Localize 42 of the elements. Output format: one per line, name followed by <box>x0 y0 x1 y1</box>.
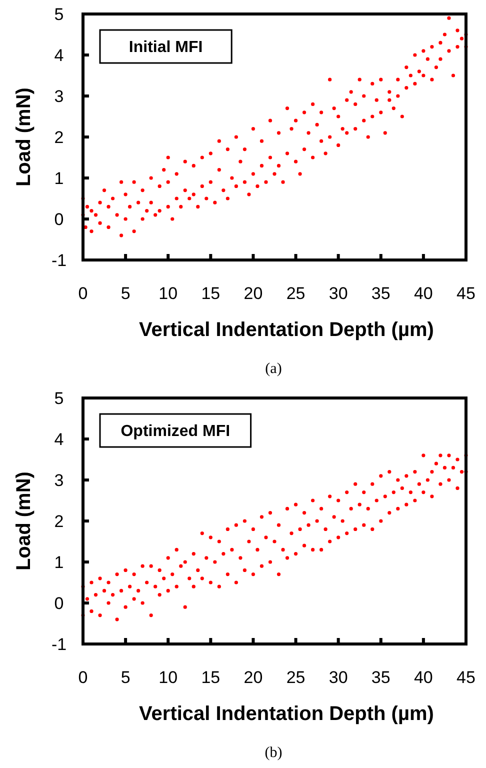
x-tick-label: 25 <box>286 668 306 687</box>
x-tick-label: 25 <box>286 284 306 303</box>
y-tick-label: 5 <box>54 4 64 24</box>
x-tick-label: 35 <box>371 668 390 687</box>
y-tick-label: 4 <box>54 46 64 65</box>
x-tick-label: 30 <box>328 284 348 303</box>
y-tick-label: 1 <box>54 168 64 188</box>
x-tick-label: 15 <box>201 668 220 687</box>
x-tick-label: 0 <box>78 284 88 303</box>
y-tick-label: 3 <box>54 86 64 106</box>
y-tick-label: 0 <box>54 594 64 613</box>
x-tick-label: 45 <box>456 284 476 303</box>
y-tick-label: -1 <box>51 634 67 654</box>
y-axis-title: Load (mN) <box>13 472 35 570</box>
x-tick-label: 5 <box>120 668 130 687</box>
x-axis-title: Vertical Indentation Depth (µm) <box>139 703 434 725</box>
x-tick-label: 5 <box>120 284 130 303</box>
x-tick-label: 40 <box>414 284 433 303</box>
text: (b) <box>264 745 282 761</box>
y-tick-label: 2 <box>54 512 64 531</box>
x-tick-label: 20 <box>244 668 263 687</box>
x-tick-label: 15 <box>201 284 220 303</box>
y-tick-label: 3 <box>54 470 64 490</box>
y-tick-label: 5 <box>54 388 64 408</box>
y-tick-label: 1 <box>54 552 64 572</box>
y-tick-label: 2 <box>54 128 64 147</box>
x-tick-label: 40 <box>414 668 433 687</box>
text: Optimized MFI <box>120 423 230 440</box>
x-tick-label: 10 <box>158 668 178 687</box>
x-axis-title: Vertical Indentation Depth (µm) <box>139 319 434 341</box>
y-tick-label: 0 <box>54 210 64 229</box>
y-tick-label: 4 <box>54 430 64 449</box>
x-tick-label: 10 <box>158 284 178 303</box>
x-tick-label: 0 <box>78 668 88 687</box>
text: Initial MFI <box>128 39 203 56</box>
x-tick-label: 45 <box>456 668 476 687</box>
y-axis-title: Load (mN) <box>13 88 35 186</box>
x-tick-label: 30 <box>328 668 348 687</box>
y-tick-label: -1 <box>51 250 67 270</box>
text: (a) <box>265 361 282 377</box>
x-tick-label: 35 <box>371 284 390 303</box>
x-tick-label: 20 <box>244 284 263 303</box>
